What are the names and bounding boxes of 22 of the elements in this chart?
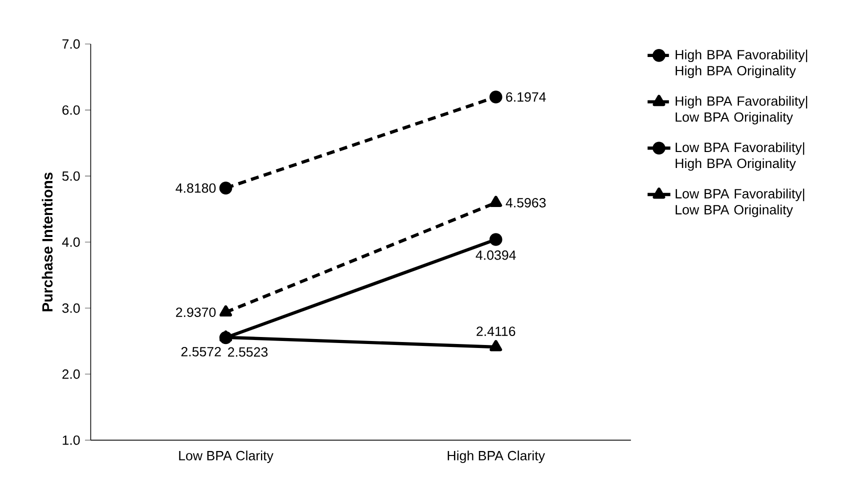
- data-label: 4.8180: [176, 183, 216, 193]
- data-label: 2.4116: [476, 326, 516, 336]
- data-label: 2.5523: [228, 347, 268, 357]
- data-label: 2.9370: [176, 307, 216, 317]
- data-label: 4.0394: [476, 250, 516, 260]
- y-tick-label: 4.0: [62, 237, 80, 247]
- y-axis-title: Purchase Intentions: [42, 172, 53, 312]
- y-tick-label: 1.0: [62, 435, 80, 445]
- y-tick-label: 2.0: [62, 369, 80, 379]
- data-label: 2.5572: [181, 346, 221, 356]
- x-tick-label: Low BPA Clarity: [179, 450, 274, 463]
- y-tick-label: 3.0: [62, 303, 80, 313]
- legend-label: Low BPA Favorability| Low BPA Originality: [676, 188, 804, 217]
- legend-label: High BPA Favorability| High BPA Originality: [676, 50, 808, 78]
- y-tick-label: 5.0: [62, 171, 80, 181]
- x-tick-label: High BPA Clarity: [448, 450, 545, 463]
- legend-label: High BPA Favorability| Low BPA Originality: [676, 96, 808, 124]
- data-label: 4.5963: [506, 198, 546, 208]
- legend-label: Low BPA Favorability| High BPA Originality: [676, 142, 804, 171]
- y-tick-label: 6.0: [62, 105, 80, 115]
- y-tick-label: 7.0: [62, 39, 80, 49]
- data-label: 6.1974: [506, 92, 546, 102]
